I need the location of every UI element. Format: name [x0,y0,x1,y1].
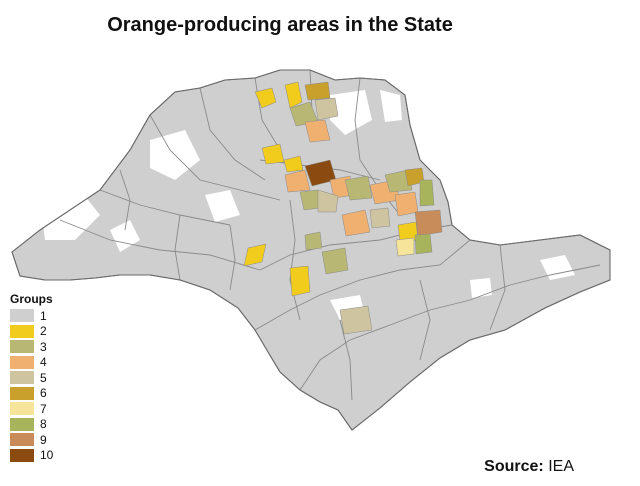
legend-swatch [10,309,34,323]
legend-swatch [10,355,34,369]
legend-item: 6 [10,386,53,402]
map-title: Orange-producing areas in the State [107,14,453,36]
legend-swatch [10,448,34,462]
legend-item: 4 [10,355,53,371]
map-legend: Groups 1 2 3 4 5 6 7 8 9 10 [10,292,53,463]
legend-item: 10 [10,448,53,464]
legend-item: 8 [10,417,53,433]
legend-title: Groups [10,292,53,306]
legend-swatch [10,386,34,400]
legend-swatch [10,417,34,431]
legend-item: 9 [10,432,53,448]
legend-swatch [10,433,34,447]
legend-label: 9 [40,432,47,447]
state-map [11,69,611,431]
legend-label: 4 [40,355,47,370]
legend-item: 1 [10,308,53,324]
legend-item: 5 [10,370,53,386]
legend-item: 2 [10,324,53,340]
legend-swatch [10,402,34,416]
legend-swatch [10,324,34,338]
source-label: Source: [484,458,544,475]
legend-label: 5 [40,370,47,385]
legend-item: 7 [10,401,53,417]
legend-label: 6 [40,386,47,401]
legend-swatch [10,371,34,385]
legend-label: 1 [40,308,47,323]
legend-label: 7 [40,401,47,416]
legend-swatch [10,340,34,354]
legend-item: 3 [10,339,53,355]
source-value: IEA [548,458,574,475]
region-borders [40,70,601,401]
legend-label: 2 [40,324,47,339]
legend-label: 3 [40,339,47,354]
legend-label: 8 [40,417,47,432]
source-note: Source: IEA [484,458,574,476]
legend-label: 10 [40,448,54,463]
